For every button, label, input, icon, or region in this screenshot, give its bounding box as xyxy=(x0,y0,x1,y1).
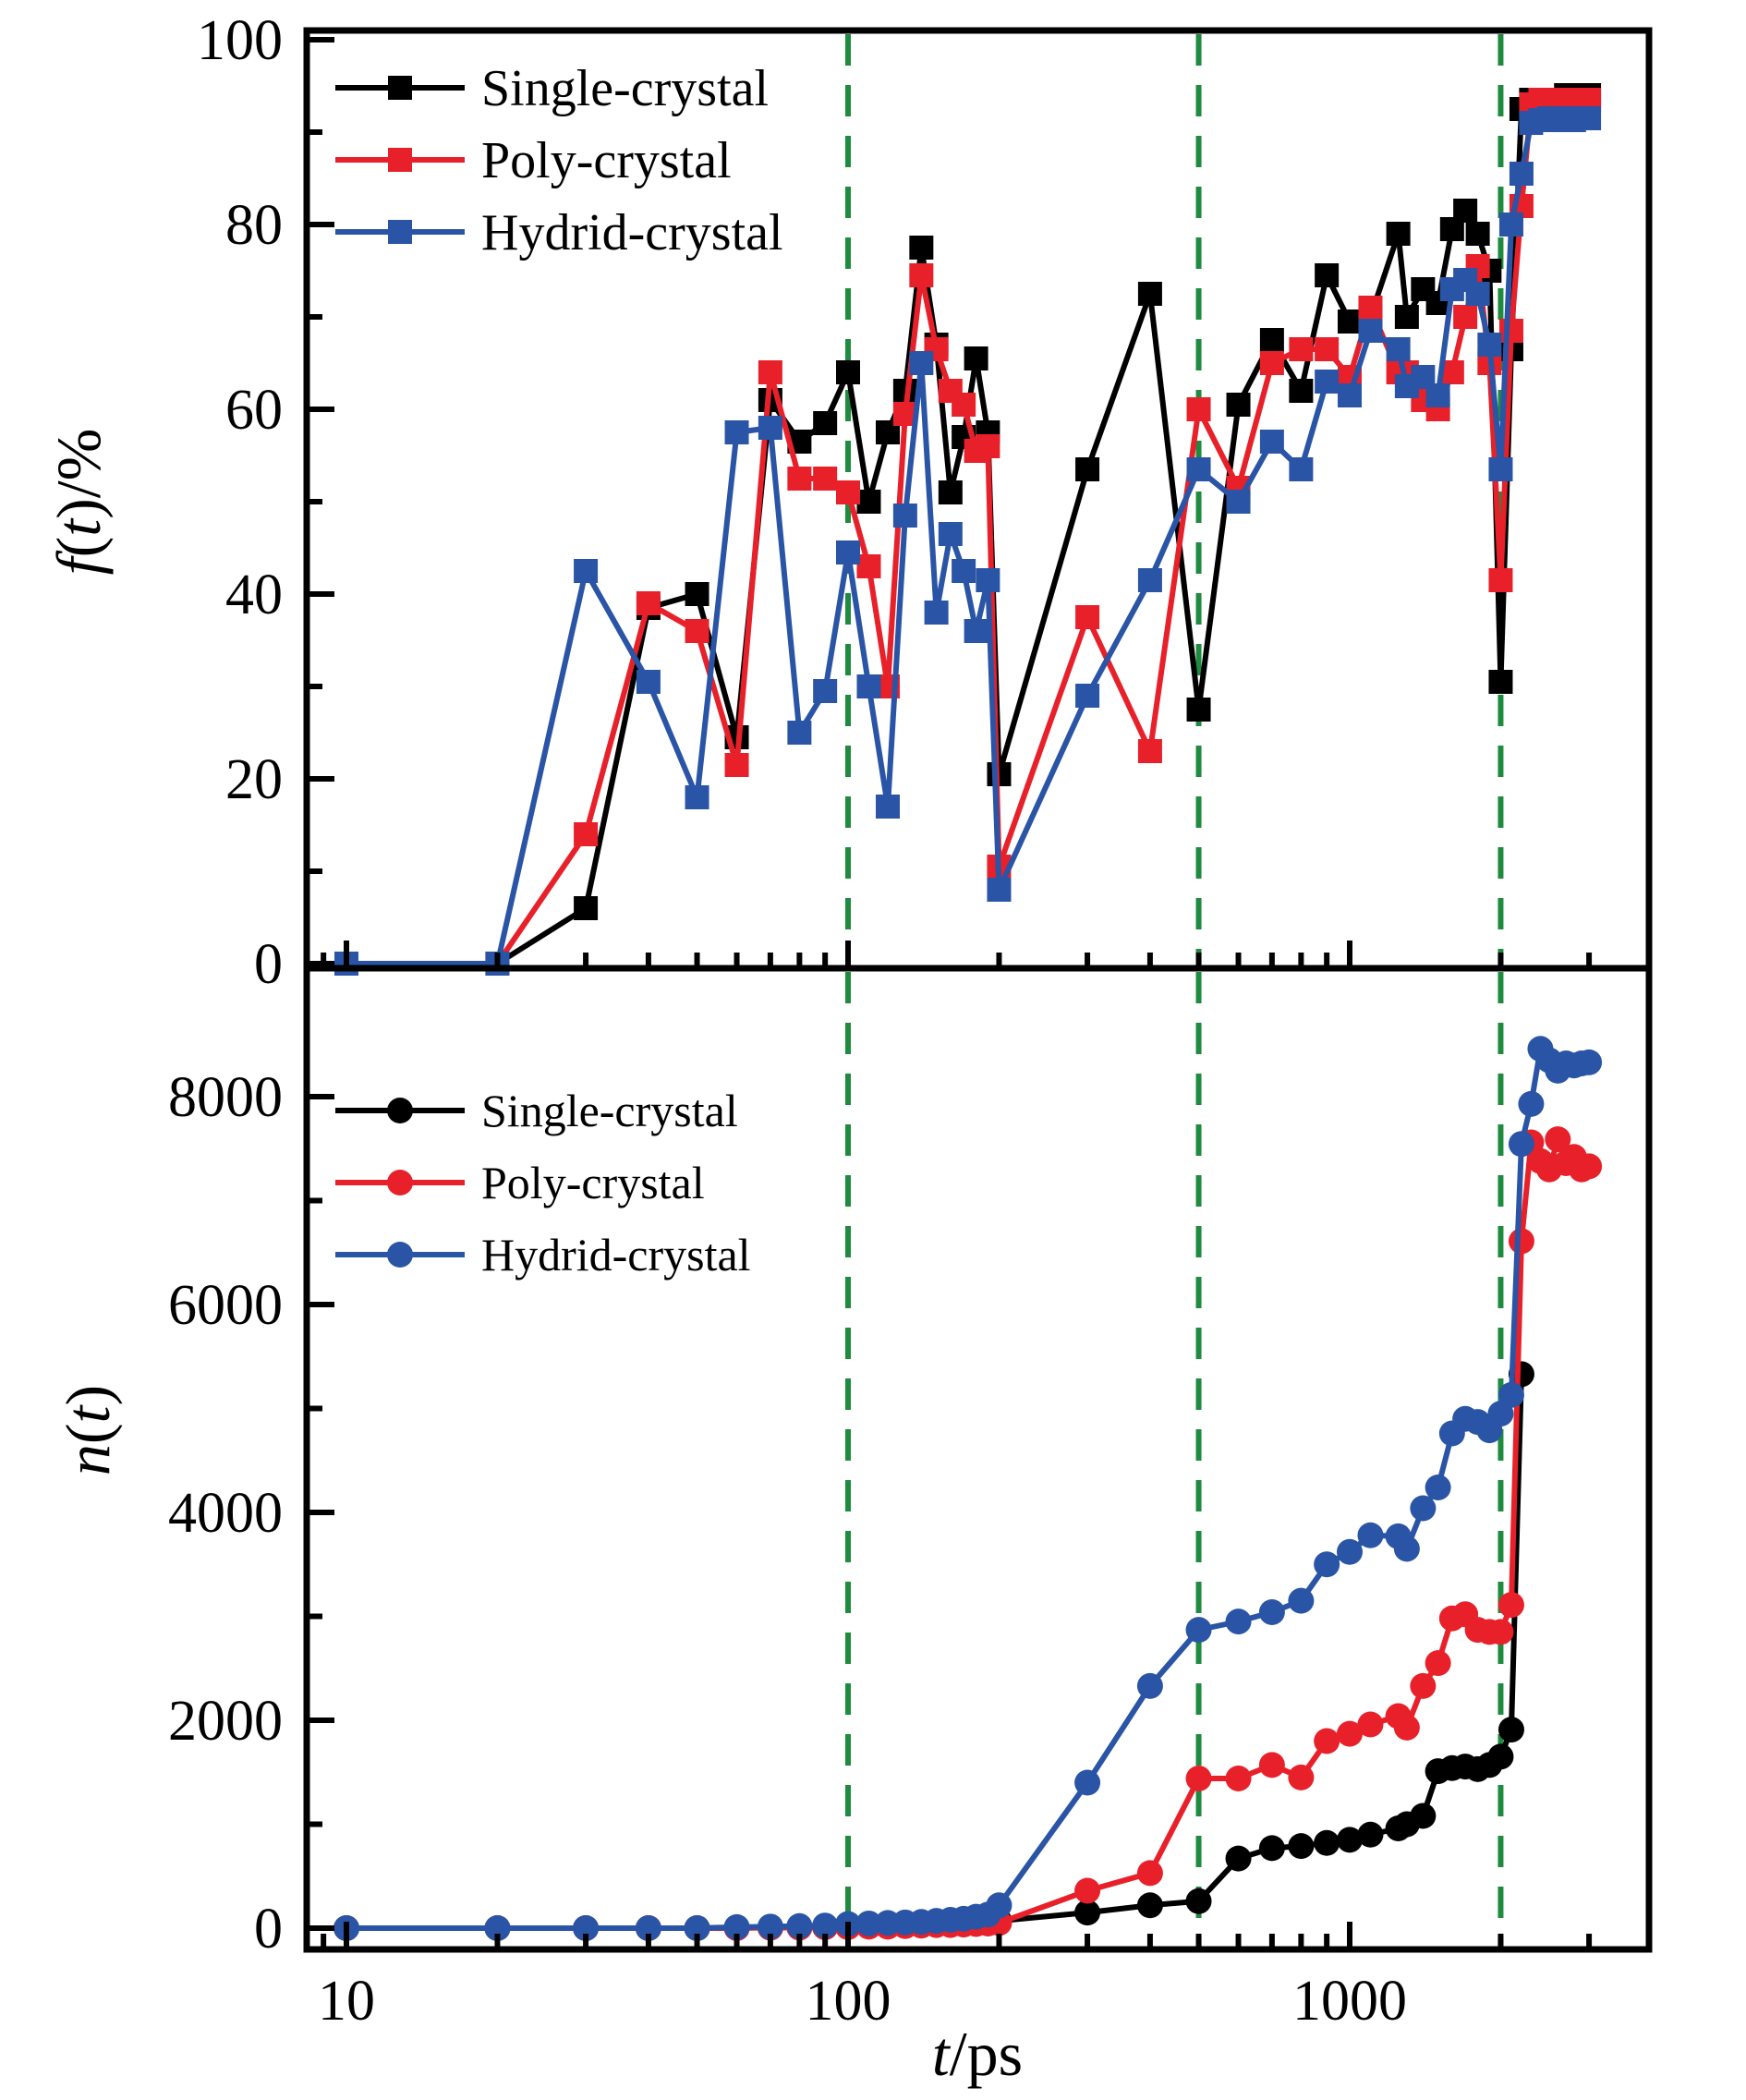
legend-label: Poly-crystal xyxy=(481,132,732,189)
top-y-tick-label-100: 100 xyxy=(197,9,283,72)
legend-square-marker-icon xyxy=(388,220,412,244)
legend-circle-marker-icon xyxy=(387,1242,413,1268)
x-tick-label-10: 10 xyxy=(318,1970,375,2033)
bottom-spines xyxy=(303,965,1653,1953)
bottom-panel: 0 2000 4000 6000 8000 n(t) Single-crystal Poly-… xyxy=(53,965,1653,1960)
bottom-y-tick-label-4000: 4000 xyxy=(168,1482,283,1545)
x-tick-label-1000: 1000 xyxy=(1292,1970,1407,2033)
top-y-axis-ticks: 0 20 40 60 80 100 xyxy=(197,9,334,996)
bottom-y-tick-label-8000: 8000 xyxy=(168,1066,283,1129)
bottom-markers-Single-crystal xyxy=(333,1361,1534,1941)
top-y-tick-label-0: 0 xyxy=(254,933,283,996)
bottom-legend-item-Poly-crystal: Poly-crystal xyxy=(335,1157,705,1208)
legend-label: Single-crystal xyxy=(481,60,769,117)
x-axis-label: t/ps xyxy=(932,2019,1023,2089)
top-y-tick-label-60: 60 xyxy=(225,379,283,442)
top-y-tick-label-80: 80 xyxy=(225,194,283,257)
top-legend-item-Hydrid-crystal: Hydrid-crystal xyxy=(335,204,783,261)
bottom-y-tick-label-2000: 2000 xyxy=(168,1690,283,1753)
legend-square-marker-icon xyxy=(388,148,412,172)
legend-label: Hydrid-crystal xyxy=(481,1229,751,1281)
top-markers-Hydrid-crystal xyxy=(334,106,1602,976)
bottom-y-axis-label: n(t) xyxy=(53,1385,123,1475)
legend-square-marker-icon xyxy=(388,76,412,100)
bottom-x-axis-ticks xyxy=(321,1922,1593,1949)
top-legend-item-Single-crystal: Single-crystal xyxy=(335,60,769,117)
bottom-y-axis-ticks: 0 2000 4000 6000 8000 xyxy=(168,1066,334,1960)
legend-label: Poly-crystal xyxy=(481,1157,705,1208)
legend-circle-marker-icon xyxy=(387,1170,413,1196)
bottom-markers-Hydrid-crystal xyxy=(333,1036,1603,1941)
top-legend-item-Poly-crystal: Poly-crystal xyxy=(335,132,732,189)
bottom-legend: Single-crystal Poly-crystal Hydrid-crystal xyxy=(335,1085,751,1281)
bottom-legend-item-Single-crystal: Single-crystal xyxy=(335,1085,738,1136)
legend-label: Single-crystal xyxy=(481,1085,738,1136)
top-y-tick-label-40: 40 xyxy=(225,564,283,626)
bottom-legend-item-Hydrid-crystal: Hydrid-crystal xyxy=(335,1229,751,1281)
x-axis-tick-labels: 10 100 1000 xyxy=(318,1970,1407,2033)
top-panel: 0 20 40 60 80 100 f(t)/% Single-crystal Poly-cry… xyxy=(43,9,1653,996)
x-tick-label-100: 100 xyxy=(806,1970,891,2033)
legend-label: Hydrid-crystal xyxy=(481,204,783,261)
top-y-axis-label: f(t)/% xyxy=(43,429,114,576)
top-y-tick-label-20: 20 xyxy=(225,748,283,811)
legend-circle-marker-icon xyxy=(387,1098,413,1123)
bottom-y-tick-label-0: 0 xyxy=(254,1898,283,1960)
top-legend: Single-crystal Poly-crystal Hydrid-crystal xyxy=(335,60,783,261)
bottom-y-tick-label-6000: 6000 xyxy=(168,1274,283,1337)
